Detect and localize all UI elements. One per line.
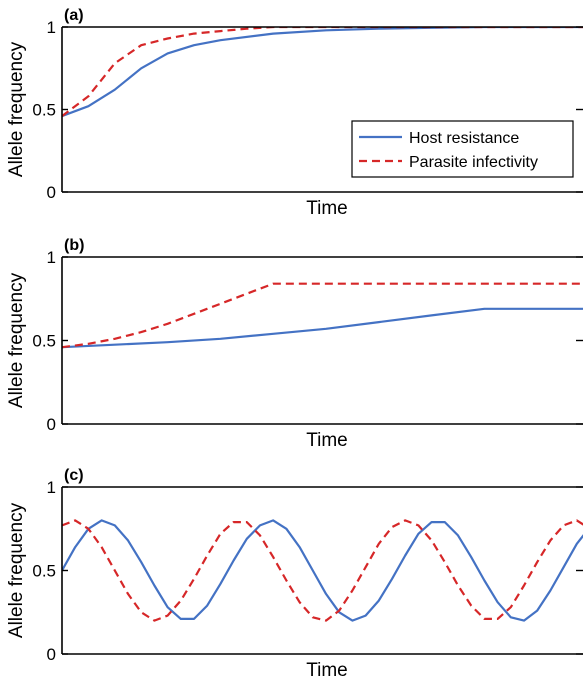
series-line-host-resistance: [62, 27, 583, 118]
panel-label: (c): [64, 467, 84, 484]
x-axis-label: Time: [306, 198, 348, 219]
x-axis-label: Time: [306, 660, 348, 676]
panel-c: 0 0.5 1 Time Allele frequency (c): [6, 467, 583, 676]
y-tick-label: 0.5: [32, 332, 56, 351]
y-tick-label: 1: [47, 248, 56, 267]
y-tick-label: 0: [47, 415, 56, 434]
panel-a: 0 0.5 1 Time Allele frequency (a): [6, 7, 583, 219]
y-axis-label: Allele frequency: [6, 272, 27, 408]
legend-label-host-resistance: Host resistance: [409, 130, 519, 147]
y-tick-label: 0.5: [32, 101, 56, 120]
series-line-host-resistance: [62, 519, 583, 622]
y-tick-label: 1: [47, 478, 56, 497]
y-axis-label: Allele frequency: [6, 502, 27, 638]
series-line-parasite-infectivity: [62, 282, 583, 349]
legend-label-parasite-infectivity: Parasite infectivity: [409, 154, 538, 171]
legend: Host resistance Parasite infectivity: [351, 120, 574, 178]
panel-label: (a): [64, 7, 84, 24]
panel-b: 0 0.5 1 Time Allele frequency (b): [6, 237, 583, 451]
x-axis-label: Time: [306, 430, 348, 451]
y-axis-label: Allele frequency: [6, 41, 27, 177]
y-tick-label: 0: [47, 645, 56, 664]
y-tick-label: 0: [47, 183, 56, 202]
series-line-parasite-infectivity: [62, 519, 583, 622]
legend-box: [351, 120, 574, 178]
y-tick-label: 1: [47, 18, 56, 37]
series-line-parasite-infectivity: [62, 27, 583, 117]
series-line-host-resistance: [62, 307, 583, 349]
panel-label: (b): [64, 237, 84, 254]
y-tick-label: 0.5: [32, 562, 56, 581]
